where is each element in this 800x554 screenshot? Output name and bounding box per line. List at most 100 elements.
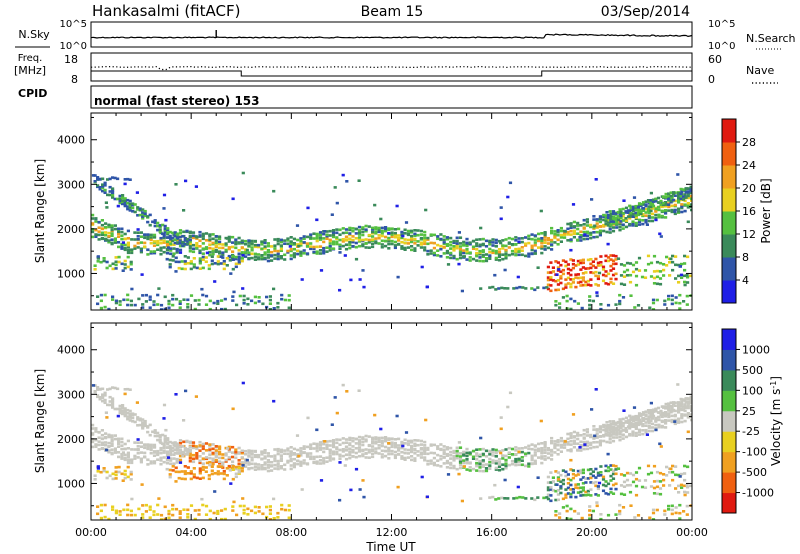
power-cell [640,275,645,279]
velocity-cell [309,443,313,446]
power-cell [657,208,661,212]
velocity-cell [499,451,503,455]
power-cell [689,274,692,278]
x-tick-label: 00:00 [75,526,107,539]
power-cell [667,294,671,298]
power-cell [97,220,101,224]
velocity-cell [520,450,524,454]
power-cell [397,227,401,231]
power-cell [312,237,316,240]
velocity-cell [554,513,558,517]
power-cell [152,233,157,237]
velocity-cell [634,421,638,425]
velocity-cell [397,446,401,450]
velocity-cell [96,386,100,389]
power-cell [188,235,192,239]
velocity-cell [679,404,683,408]
power-cell [186,298,190,302]
power-cell [644,220,648,224]
power-cell [201,247,205,250]
velocity-cell [171,441,175,445]
power-cell [354,232,358,235]
power-cell [210,262,214,266]
velocity-cell [318,448,323,451]
velocity-cell [619,426,623,430]
velocity-cell [546,456,550,460]
velocity-cell [611,472,616,476]
power-cell [446,263,451,266]
power-cell [178,242,182,245]
velocity-cell [128,414,132,417]
velocity-cell [429,462,433,465]
velocity-cell [96,387,100,391]
power-cell [481,249,485,252]
velocity-cell [348,447,352,451]
power-cell [183,237,187,240]
power-cell [595,218,599,221]
power-cell [549,261,553,264]
velocity-cell [103,515,107,519]
power-cell [397,234,401,237]
power-cell [207,264,211,267]
power-cell [198,234,202,237]
velocity-cell [614,468,618,471]
power-cell [566,233,570,236]
power-cell [186,237,190,241]
power-cell [302,252,306,255]
power-cell [121,269,125,272]
velocity-cell [571,488,575,491]
velocity-cell [618,432,622,436]
velocity-cell [582,428,586,432]
power-cell [672,191,676,194]
power-cell [572,229,576,233]
velocity-cell [139,458,143,462]
power-cell [632,196,637,199]
power-cell [178,300,182,303]
power-cell [335,240,339,244]
power-cell [455,239,459,243]
velocity-cell [121,404,125,407]
velocity-cell [540,447,544,450]
velocity-cell [510,459,515,463]
power-cell [543,235,547,239]
velocity-cell [218,445,222,448]
power-cell [671,254,675,258]
velocity-cell [126,456,130,459]
power-cell [556,283,560,286]
power-cell [168,234,172,238]
power-cell [497,248,502,251]
velocity-cell [108,474,112,478]
power-cell [614,258,618,261]
power-cell [341,238,345,241]
power-cell [579,234,583,237]
power-cell [348,241,352,244]
power-cell [478,251,482,254]
velocity-cell [104,411,108,414]
power-cell [133,238,137,241]
power-cell [589,231,593,235]
power-cell [338,233,342,236]
velocity-cell [683,478,687,482]
velocity-cell [253,505,257,509]
power-cell [559,240,563,243]
velocity-cell [242,504,246,508]
power-cell [452,244,456,248]
velocity-cell [580,516,584,520]
power-cell [458,253,463,257]
velocity-cell [231,505,235,508]
power-cell [286,249,290,253]
power-cell [266,250,270,254]
power-cell [104,231,108,234]
power-cell [680,206,684,210]
power-cell [97,233,101,237]
power-cell [673,194,677,197]
power-cell [348,243,352,247]
power-cell [618,228,622,232]
velocity-cell [556,493,560,496]
power-cell [266,259,270,263]
velocity-cell [581,493,585,497]
velocity-cell [156,513,160,516]
velocity-cell [604,469,608,473]
velocity-cell [462,450,466,454]
